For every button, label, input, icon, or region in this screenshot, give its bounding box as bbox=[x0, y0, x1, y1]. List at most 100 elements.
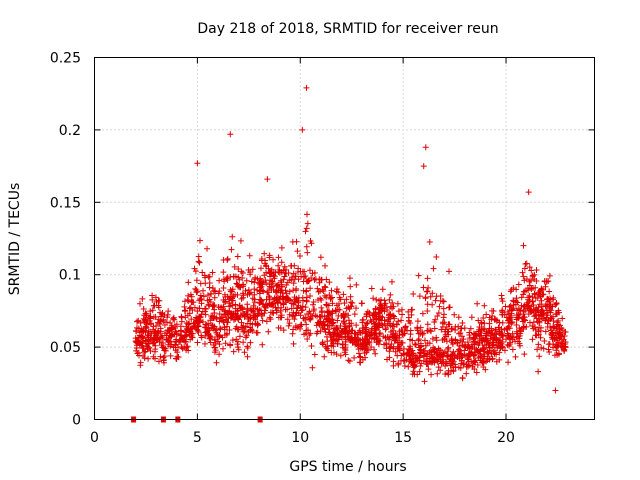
data-point bbox=[520, 325, 527, 332]
data-point bbox=[551, 324, 558, 331]
data-point bbox=[328, 342, 335, 349]
data-point bbox=[279, 289, 286, 296]
data-point bbox=[470, 330, 477, 337]
data-point bbox=[334, 317, 341, 324]
data-point bbox=[248, 278, 255, 285]
data-point bbox=[178, 327, 185, 334]
data-point bbox=[176, 337, 183, 344]
data-point bbox=[349, 339, 356, 346]
data-point bbox=[528, 303, 535, 310]
data-point bbox=[312, 312, 319, 319]
data-point bbox=[437, 352, 444, 359]
data-point bbox=[258, 255, 265, 262]
data-point bbox=[381, 297, 388, 304]
data-point bbox=[323, 294, 330, 301]
data-point bbox=[249, 266, 256, 273]
data-point bbox=[455, 330, 462, 337]
data-point bbox=[459, 374, 466, 381]
data-point bbox=[419, 310, 426, 317]
data-point bbox=[232, 291, 239, 298]
data-point bbox=[504, 308, 511, 315]
data-point bbox=[208, 322, 215, 329]
data-point bbox=[480, 346, 487, 353]
data-point bbox=[220, 269, 227, 276]
data-point bbox=[227, 302, 234, 309]
data-point bbox=[167, 319, 174, 326]
data-point bbox=[328, 349, 335, 356]
data-point bbox=[329, 316, 336, 323]
data-point bbox=[497, 345, 504, 352]
data-point bbox=[170, 315, 177, 322]
data-point bbox=[390, 313, 397, 320]
data-point bbox=[483, 342, 490, 349]
data-point bbox=[458, 351, 465, 358]
data-point bbox=[535, 328, 542, 335]
data-point bbox=[431, 325, 438, 332]
data-point bbox=[238, 295, 245, 302]
data-point bbox=[202, 280, 209, 287]
data-point bbox=[167, 352, 174, 359]
data-point bbox=[347, 293, 354, 300]
data-point bbox=[231, 263, 238, 270]
data-point bbox=[546, 288, 553, 295]
data-point bbox=[221, 324, 228, 331]
data-point bbox=[198, 334, 205, 341]
data-point bbox=[561, 332, 568, 339]
data-point bbox=[471, 359, 478, 366]
data-point bbox=[522, 260, 529, 267]
data-point bbox=[533, 332, 540, 339]
data-point bbox=[525, 310, 532, 317]
data-point bbox=[337, 322, 344, 329]
data-point bbox=[328, 287, 335, 294]
data-point bbox=[508, 286, 515, 293]
data-point bbox=[459, 338, 466, 345]
data-point bbox=[235, 265, 242, 272]
data-point bbox=[513, 322, 520, 329]
data-point bbox=[358, 300, 365, 307]
data-point bbox=[529, 322, 536, 329]
data-point bbox=[277, 277, 284, 284]
data-point bbox=[259, 341, 266, 348]
data-point bbox=[445, 321, 452, 328]
data-point bbox=[284, 294, 291, 301]
data-point bbox=[241, 349, 248, 356]
data-point bbox=[156, 338, 163, 345]
data-point bbox=[554, 337, 561, 344]
data-point bbox=[195, 258, 202, 265]
data-point bbox=[380, 305, 387, 312]
data-point bbox=[335, 289, 342, 296]
data-point bbox=[407, 345, 414, 352]
data-point bbox=[481, 353, 488, 360]
data-point bbox=[226, 303, 233, 310]
data-point bbox=[164, 337, 171, 344]
data-point bbox=[424, 321, 431, 328]
data-point bbox=[447, 362, 454, 369]
data-point bbox=[410, 368, 417, 375]
data-point bbox=[390, 345, 397, 352]
data-point bbox=[514, 338, 521, 345]
data-point bbox=[173, 355, 180, 362]
data-point bbox=[282, 306, 289, 313]
data-point bbox=[346, 275, 353, 282]
data-point bbox=[542, 328, 549, 335]
data-point bbox=[293, 305, 300, 312]
data-point bbox=[355, 341, 362, 348]
data-point bbox=[505, 359, 512, 366]
data-point bbox=[247, 314, 254, 321]
data-point bbox=[434, 350, 441, 357]
data-point bbox=[270, 300, 277, 307]
data-point bbox=[530, 319, 537, 326]
y-tick-label: 0.15 bbox=[50, 195, 81, 211]
data-point bbox=[306, 267, 313, 274]
data-point bbox=[327, 295, 334, 302]
data-point bbox=[236, 282, 243, 289]
data-point bbox=[433, 334, 440, 341]
data-point bbox=[425, 361, 432, 368]
data-point bbox=[474, 347, 481, 354]
data-point bbox=[471, 352, 478, 359]
data-point bbox=[240, 339, 247, 346]
data-point bbox=[250, 302, 257, 309]
data-point bbox=[200, 293, 207, 300]
data-point bbox=[219, 314, 226, 321]
data-point bbox=[312, 276, 319, 283]
